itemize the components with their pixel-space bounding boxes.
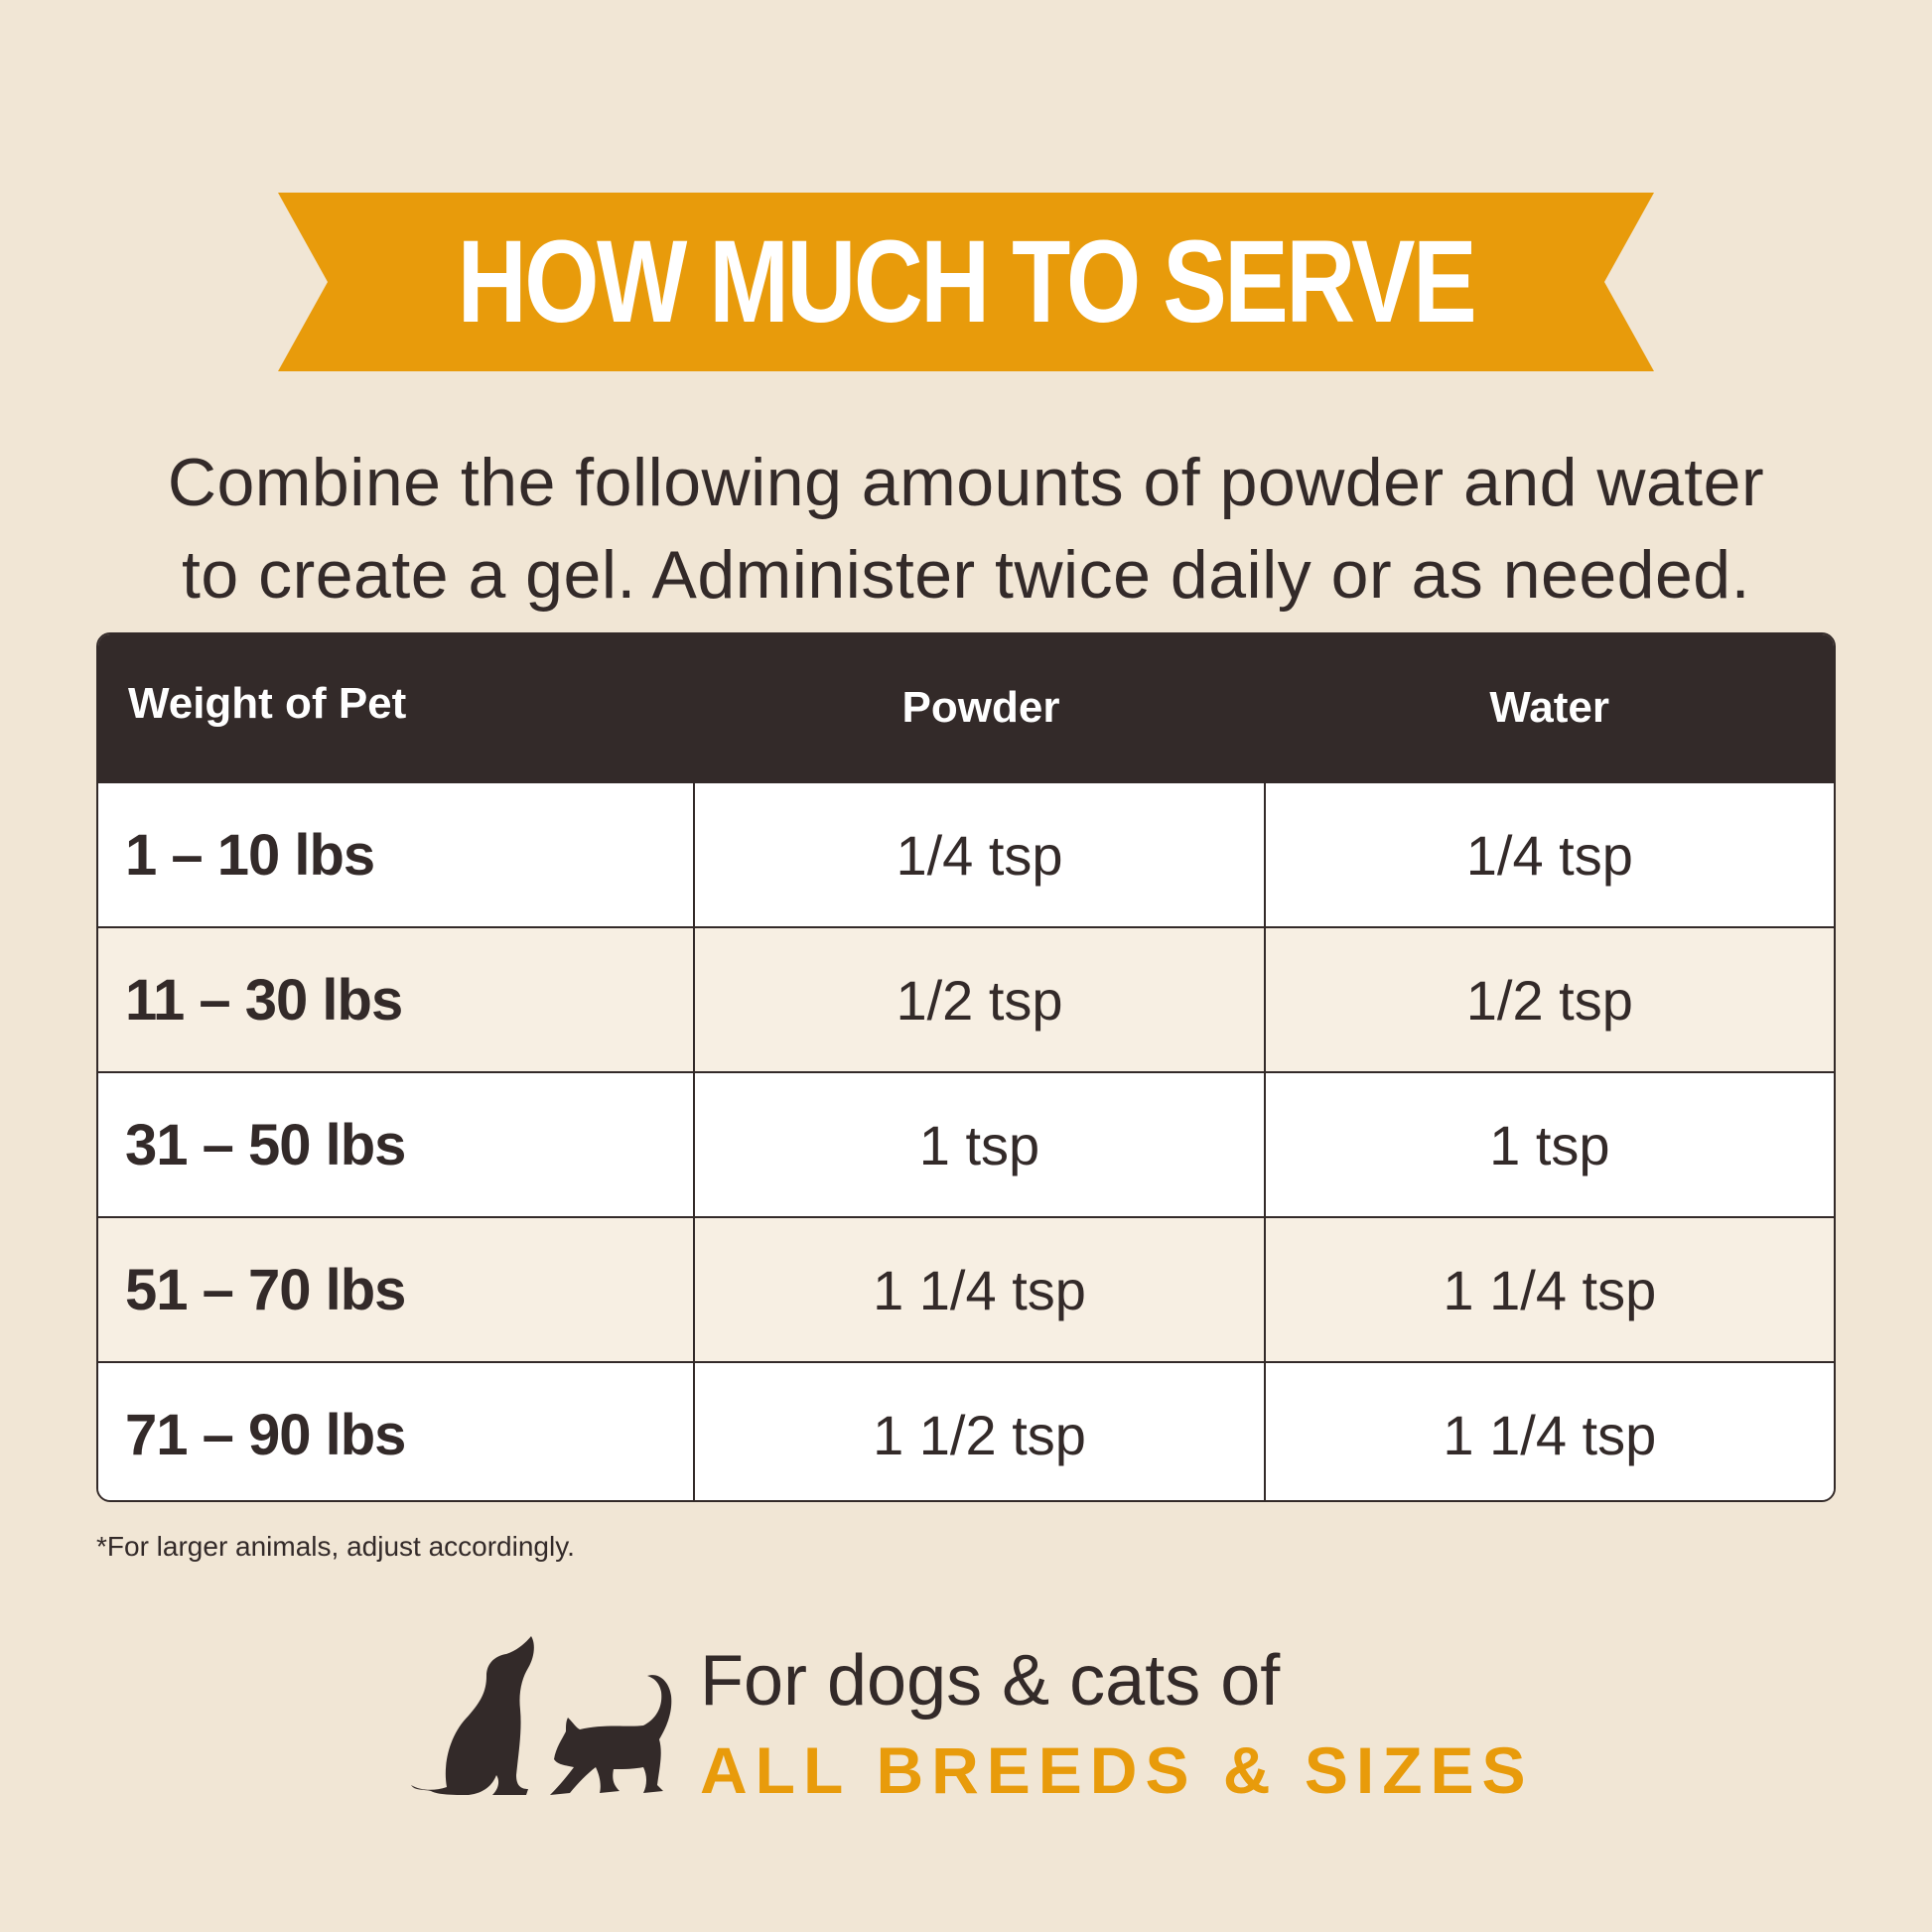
tagline-line-1: For dogs & cats of (700, 1641, 1281, 1721)
water-cell: 1 1/4 tsp (1263, 1218, 1834, 1361)
water-cell: 1 tsp (1263, 1073, 1834, 1216)
water-cell: 1 1/4 tsp (1263, 1363, 1834, 1500)
powder-cell: 1 tsp (693, 1073, 1263, 1216)
weight-cell: 71 – 90 lbs (125, 1402, 406, 1467)
water-cell: 1/2 tsp (1263, 928, 1834, 1071)
title-banner: HOW MUCH TO SERVE (278, 191, 1654, 373)
table-row: 1 – 10 lbs 1/4 tsp 1/4 tsp (98, 781, 1834, 926)
table-header: Weight of Pet Powder Water (98, 634, 1834, 781)
instructions: Combine the following amounts of powder … (60, 437, 1872, 621)
water-cell: 1/4 tsp (1263, 783, 1834, 926)
powder-cell: 1 1/4 tsp (693, 1218, 1263, 1361)
table-row: 31 – 50 lbs 1 tsp 1 tsp (98, 1071, 1834, 1216)
powder-cell: 1 1/2 tsp (693, 1363, 1263, 1500)
page-title: HOW MUCH TO SERVE (457, 216, 1477, 347)
header-water: Water (1489, 683, 1609, 732)
weight-cell: 51 – 70 lbs (125, 1257, 406, 1322)
powder-cell: 1/4 tsp (693, 783, 1263, 926)
powder-cell: 1/2 tsp (693, 928, 1263, 1071)
weight-cell: 11 – 30 lbs (125, 967, 403, 1033)
dog-and-cat-silhouette-icon (409, 1636, 675, 1801)
weight-cell: 31 – 50 lbs (125, 1112, 406, 1177)
dosage-table: Weight of Pet Powder Water 1 – 10 lbs 1/4… (96, 632, 1836, 1502)
instructions-line-1: Combine the following amounts of powder … (167, 445, 1765, 520)
table-body: 1 – 10 lbs 1/4 tsp 1/4 tsp 11 – 30 lbs 1/2 t… (98, 781, 1834, 1500)
table-row: 11 – 30 lbs 1/2 tsp 1/2 tsp (98, 926, 1834, 1071)
footnote: *For larger animals, adjust accordingly. (96, 1531, 575, 1562)
table-row: 51 – 70 lbs 1 1/4 tsp 1 1/4 tsp (98, 1216, 1834, 1361)
ribbon-shape (278, 193, 1654, 371)
header-weight: Weight of Pet (128, 679, 407, 728)
instructions-line-2: to create a gel. Administer twice daily … (181, 537, 1750, 613)
header-powder: Powder (901, 683, 1060, 732)
table-row: 71 – 90 lbs 1 1/2 tsp 1 1/4 tsp (98, 1361, 1834, 1500)
weight-cell: 1 – 10 lbs (125, 822, 375, 888)
tagline-line-2: ALL BREEDS & SIZES (700, 1733, 1534, 1807)
